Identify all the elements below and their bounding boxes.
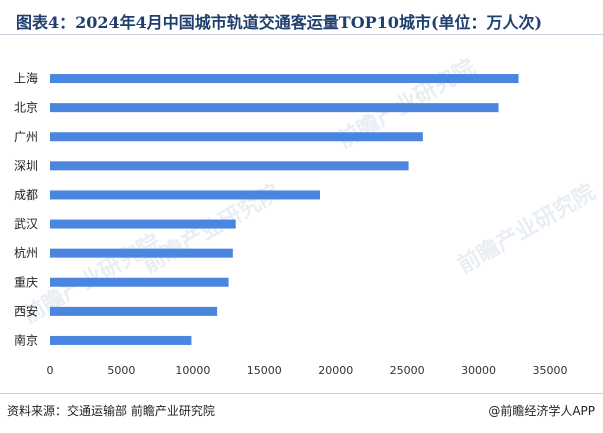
bar — [50, 306, 218, 316]
bar — [50, 74, 519, 84]
bar — [50, 132, 423, 142]
x-tick-label: 35000 — [533, 364, 568, 377]
category-label: 重庆 — [14, 275, 38, 289]
bar — [50, 103, 499, 113]
x-axis-tick-labels: 0 5000 10000 15000 20000 25000 30000 35000 — [47, 364, 568, 377]
x-tick-label: 5000 — [107, 364, 135, 377]
bar-group — [50, 74, 519, 345]
source-note: 资料来源：交通运输部 前瞻产业研究院 — [7, 404, 215, 418]
x-tick-label: 25000 — [390, 364, 425, 377]
category-label: 成都 — [14, 188, 38, 202]
bar — [50, 335, 192, 345]
category-label: 北京 — [14, 101, 38, 115]
category-label: 深圳 — [14, 159, 38, 173]
x-tick-label: 15000 — [247, 364, 282, 377]
watermark-text: 前瞻产业研究院 — [453, 179, 599, 279]
bar — [50, 219, 236, 229]
category-label: 上海 — [14, 71, 38, 86]
footer-divider — [0, 393, 603, 394]
x-tick-label: 20000 — [318, 364, 353, 377]
title-divider — [0, 34, 603, 35]
category-label: 西安 — [14, 303, 38, 318]
bar — [50, 248, 233, 258]
category-label: 杭州 — [14, 245, 38, 260]
brand-credit: @前瞻经济学人APP — [488, 404, 595, 418]
bar — [50, 190, 320, 200]
x-tick-label: 30000 — [461, 364, 496, 377]
bar — [50, 277, 229, 287]
chart-title: 图表4：2024年4月中国城市轨道交通客运量TOP10城市(单位：万人次) — [16, 13, 543, 32]
category-label: 广州 — [14, 130, 38, 144]
bar — [50, 161, 409, 171]
category-label: 南京 — [14, 332, 38, 347]
x-tick-label: 10000 — [175, 364, 210, 377]
x-tick-label: 0 — [47, 364, 54, 377]
category-label: 武汉 — [14, 217, 38, 231]
